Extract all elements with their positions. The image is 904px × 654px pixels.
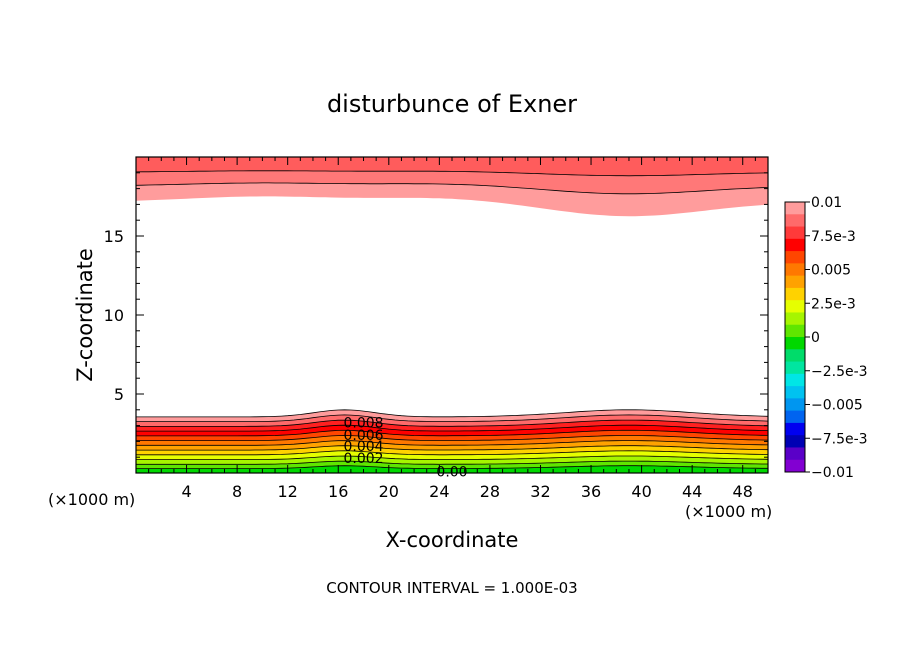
upper-band-2 [136, 157, 768, 176]
x-tick-label: 32 [530, 482, 550, 501]
colorbar-swatch [785, 300, 805, 313]
x-unit-left: (×1000 m) [48, 490, 135, 509]
colorbar-swatch [785, 312, 805, 326]
colorbar-tick-label: −2.5e-3 [811, 364, 868, 380]
colorbar-swatch [785, 263, 805, 277]
colorbar-tick-label: −0.01 [811, 465, 854, 481]
contour-line [136, 429, 768, 437]
contour-line [136, 170, 768, 177]
y-tick-label: 10 [104, 306, 124, 325]
contour-line [136, 465, 768, 469]
x-tick-label: 12 [278, 482, 298, 501]
x-tick-label: 36 [581, 482, 601, 501]
x-tick-label: 48 [733, 482, 753, 501]
contour-lines [136, 170, 768, 469]
upper-contour-fill [136, 157, 768, 217]
x-tick-label: 44 [682, 482, 702, 501]
x-tick-label: 16 [328, 482, 348, 501]
colorbar-swatch [785, 447, 805, 461]
colorbar-swatch [785, 349, 805, 363]
x-tick-label: 40 [631, 482, 651, 501]
contour-line [136, 455, 768, 460]
colorbar-tick-label: −7.5e-3 [811, 431, 868, 447]
x-tick-label: 4 [181, 482, 191, 501]
colorbar-swatch [785, 275, 805, 289]
colorbar-tick-label: 0 [811, 330, 820, 346]
contour-line [136, 435, 768, 441]
colorbar-swatch [785, 398, 805, 412]
contour-line [136, 182, 768, 195]
contour-line [136, 419, 768, 427]
contour-label: 0.006 [343, 428, 383, 444]
contour-line [136, 424, 768, 432]
colorbar-tick-label: 0.01 [811, 195, 842, 211]
colorbar-swatch [785, 459, 805, 473]
colorbar-swatch [785, 324, 805, 338]
contour-label: 0.008 [343, 415, 383, 431]
contour-line [136, 409, 768, 418]
colorbar-tick-label: 7.5e-3 [811, 229, 856, 245]
y-tick-label: 15 [104, 227, 124, 246]
contour-interval-note: CONTOUR INTERVAL = 1.000E-03 [326, 579, 577, 597]
x-axis-ticks: 4 8 12 16 20 24 28 32 36 40 44 48 [148, 157, 756, 501]
colorbar-tick-label: 0.005 [811, 263, 851, 279]
contour-line [136, 460, 768, 465]
x-unit-right: (×1000 m) [685, 502, 772, 521]
colorbar-swatch [785, 422, 805, 436]
contour-label: 0.004 [343, 439, 383, 455]
contour-line [136, 414, 768, 422]
contour-line [136, 450, 768, 456]
x-tick-label: 24 [429, 482, 449, 501]
chart-title: disturbunce of Exner [327, 90, 577, 118]
colorbar-tick-label: 2.5e-3 [811, 296, 856, 312]
colorbar-swatch [785, 287, 805, 301]
colorbar-swatch [785, 386, 805, 399]
y-axis-ticks: 5 10 15 [104, 172, 768, 458]
x-axis-label: X-coordinate [386, 528, 519, 552]
y-tick-label: 5 [114, 385, 124, 404]
colorbar-swatch [785, 361, 805, 375]
y-axis-label: Z-coordinate [73, 248, 97, 382]
colorbar-swatch [785, 410, 805, 424]
colorbar-swatch [785, 238, 805, 252]
colorbar-swatch [785, 337, 805, 350]
colorbar-swatch [785, 251, 805, 264]
colorbar-swatch [785, 435, 805, 448]
x-tick-label: 8 [232, 482, 242, 501]
colorbar-swatch [785, 226, 805, 240]
colorbar-swatch [785, 373, 805, 387]
colorbar-swatch [785, 214, 805, 228]
contour-line [136, 440, 768, 446]
colorbar-tick-label: −0.005 [811, 398, 863, 414]
colorbar-swatch [785, 202, 805, 215]
contour-line [136, 445, 768, 451]
colorbar: 0.01 7.5e-3 0.005 2.5e-3 0 −2.5e-3 −0.005 −7.5e… [784, 195, 868, 481]
contour-label: 0.002 [343, 451, 383, 467]
x-tick-label: 28 [480, 482, 500, 501]
x-tick-label: 20 [379, 482, 399, 501]
